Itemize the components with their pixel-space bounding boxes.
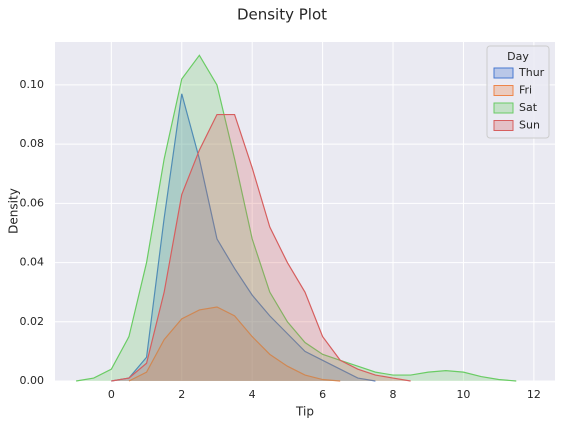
legend-swatch [493, 85, 514, 96]
density-area [128, 306, 341, 381]
density-area [76, 55, 517, 381]
x-tick-label: 8 [390, 388, 397, 401]
legend: Day Thur Fri Sat Sun [486, 45, 550, 139]
plot-background [55, 42, 555, 381]
legend-swatch [493, 102, 514, 114]
x-tick-label: 10 [456, 388, 470, 401]
density-line [111, 93, 376, 382]
x-tick-label: 2 [178, 388, 185, 401]
legend-label: Fri [519, 84, 532, 97]
density-area [111, 114, 411, 381]
y-tick-label: 0.10 [20, 78, 45, 91]
legend-frame [486, 45, 550, 139]
legend-title: Day [507, 50, 529, 63]
legend-swatch [493, 120, 514, 131]
y-axis-label: Density [7, 188, 21, 234]
legend-label: Thur [518, 66, 545, 79]
density-line [76, 54, 517, 382]
legend-label: Sun [519, 119, 540, 132]
x-tick-label: 4 [249, 388, 256, 401]
y-tick-label: 0.08 [20, 137, 45, 150]
x-tick-label: 12 [527, 388, 541, 401]
density-area [111, 93, 376, 381]
x-tick-label: 0 [108, 388, 115, 401]
density-line [111, 113, 411, 382]
y-tick-label: 0.04 [20, 256, 45, 269]
legend-label: Sat [519, 101, 538, 114]
chart-title: Density Plot [237, 6, 327, 24]
x-axis-label: Tip [295, 405, 314, 419]
y-tick-label: 0.00 [20, 374, 45, 387]
density-line [128, 306, 341, 382]
y-tick-label: 0.06 [20, 196, 45, 209]
y-tick-label: 0.02 [20, 315, 45, 328]
x-tick-label: 6 [319, 388, 326, 401]
legend-swatch [493, 67, 514, 79]
